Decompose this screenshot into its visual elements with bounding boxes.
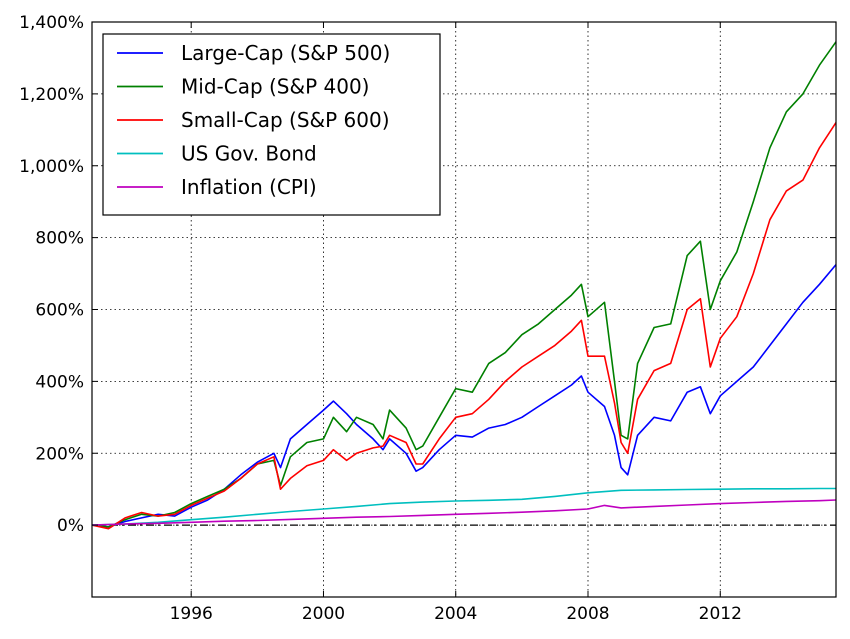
y-tick-label: 200% bbox=[35, 444, 84, 464]
y-axis-ticks: 1,400% 1,200% 1,000% 800% 600% 400% 200% 0% bbox=[19, 13, 836, 536]
legend-label: Inflation (CPI) bbox=[181, 175, 317, 199]
legend-label: Mid-Cap (S&P 400) bbox=[181, 75, 370, 99]
legend-label: Large-Cap (S&P 500) bbox=[181, 41, 390, 65]
x-tick-label: 2000 bbox=[302, 604, 345, 624]
series-line-0 bbox=[91, 264, 837, 528]
x-tick-label: 2008 bbox=[566, 604, 609, 624]
legend-label: Small-Cap (S&P 600) bbox=[181, 108, 390, 132]
legend-label: US Gov. Bond bbox=[181, 142, 317, 166]
y-tick-label: 600% bbox=[35, 301, 84, 321]
plot-frame bbox=[91, 21, 837, 598]
y-tick-label: 400% bbox=[35, 372, 84, 392]
series-line-2 bbox=[91, 122, 837, 530]
y-tick-label: 1,400% bbox=[19, 13, 84, 33]
y-tick-label: 800% bbox=[35, 229, 84, 249]
x-tick-label: 1996 bbox=[170, 604, 213, 624]
series-line-4 bbox=[91, 499, 837, 526]
legend: Large-Cap (S&P 500) Mid-Cap (S&P 400) Smal… bbox=[102, 33, 441, 216]
series-line-3 bbox=[91, 487, 836, 526]
y-tick-label: 1,000% bbox=[19, 157, 84, 177]
y-tick-label: 0% bbox=[57, 516, 84, 536]
x-tick-label: 2012 bbox=[699, 604, 742, 624]
legend-box bbox=[102, 33, 441, 216]
y-tick-label: 1,200% bbox=[19, 85, 84, 105]
series-lines bbox=[91, 41, 837, 530]
x-tick-label: 2004 bbox=[434, 604, 477, 624]
x-axis-ticks: 1996 2000 2004 2008 2012 bbox=[170, 22, 742, 624]
